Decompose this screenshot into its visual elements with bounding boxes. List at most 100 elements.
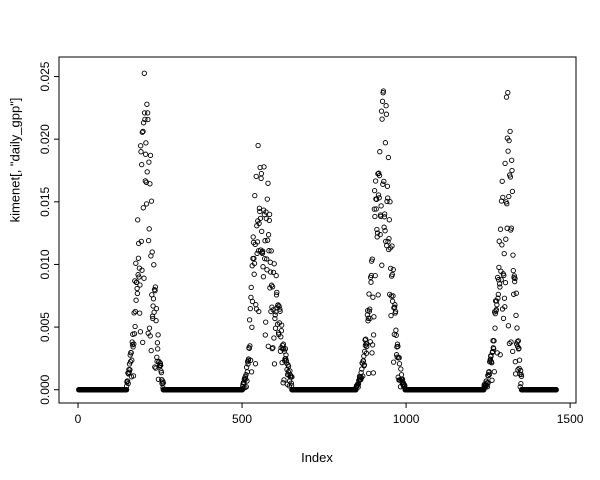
- data-point: [372, 178, 379, 184]
- data-point: [138, 238, 144, 245]
- data-point: [507, 174, 514, 180]
- data-point: [486, 371, 493, 378]
- data-point: [243, 372, 249, 378]
- data-point: [153, 305, 160, 312]
- data-point: [393, 332, 399, 338]
- data-point: [273, 292, 280, 298]
- data-point: [361, 362, 368, 368]
- data-point: [497, 284, 503, 290]
- data-point: [256, 220, 262, 227]
- data-point: [389, 243, 395, 249]
- data-point: [390, 266, 396, 273]
- data-point: [387, 199, 393, 205]
- x-tick-label: 0: [75, 412, 82, 426]
- data-point: [508, 225, 515, 231]
- data-point: [510, 348, 516, 355]
- data-point: [500, 194, 506, 201]
- data-point: [394, 341, 401, 347]
- data-point: [499, 242, 505, 248]
- data-point: [266, 211, 273, 218]
- data-point: [135, 217, 141, 223]
- data-point: [373, 206, 379, 212]
- data-point: [138, 149, 144, 155]
- data-point: [505, 89, 511, 96]
- data-point: [266, 248, 272, 254]
- data-point: [250, 234, 256, 240]
- data-point: [381, 224, 387, 230]
- data-point: [249, 324, 255, 330]
- data-point: [285, 363, 292, 369]
- data-point: [371, 314, 377, 320]
- data-point: [134, 279, 140, 285]
- data-point: [133, 297, 139, 303]
- data-point: [262, 332, 268, 338]
- data-point: [254, 239, 261, 245]
- data-point: [277, 308, 283, 314]
- data-point: [355, 384, 361, 390]
- data-point: [257, 215, 264, 222]
- data-point: [518, 380, 524, 387]
- data-point: [378, 108, 385, 114]
- data-point: [260, 248, 266, 254]
- data-point: [254, 250, 260, 257]
- data-point: [496, 238, 502, 244]
- data-point: [505, 323, 512, 329]
- plot-box: [58, 56, 577, 404]
- data-point: [251, 260, 258, 267]
- data-point: [503, 236, 509, 242]
- data-point: [382, 211, 388, 217]
- data-point: [390, 293, 396, 299]
- data-point: [509, 167, 515, 174]
- data-point: [378, 203, 384, 209]
- data-point: [512, 278, 518, 285]
- data-point: [386, 246, 392, 253]
- data-point: [384, 183, 391, 189]
- data-point: [150, 303, 156, 309]
- data-point: [371, 206, 377, 212]
- data-point: [498, 277, 504, 283]
- data-point: [134, 290, 141, 297]
- data-point: [272, 325, 279, 331]
- x-tick-label: 1500: [557, 412, 584, 426]
- data-point: [146, 159, 152, 165]
- data-point: [251, 255, 257, 262]
- data-point: [379, 116, 385, 122]
- data-point: [382, 140, 389, 146]
- data-point: [509, 188, 516, 195]
- data-point: [383, 103, 389, 109]
- data-point: [497, 352, 503, 358]
- data-point: [512, 371, 519, 377]
- data-point: [131, 331, 138, 337]
- data-point: [280, 341, 287, 347]
- data-point: [139, 129, 145, 135]
- data-point: [149, 249, 155, 255]
- data-point: [260, 274, 267, 280]
- data-point: [367, 339, 373, 345]
- data-point: [372, 272, 378, 279]
- data-point: [143, 201, 150, 207]
- data-point: [125, 380, 131, 387]
- data-point: [381, 178, 387, 185]
- data-point: [137, 282, 143, 288]
- data-point: [510, 267, 516, 274]
- data-point: [256, 205, 263, 211]
- data-point: [407, 387, 413, 393]
- data-point: [279, 322, 285, 328]
- data-point: [385, 238, 391, 245]
- data-point: [249, 298, 256, 305]
- data-point: [267, 285, 273, 291]
- data-point: [140, 120, 147, 126]
- data-point: [490, 348, 496, 355]
- data-point: [270, 345, 276, 351]
- x-tick-label: 1000: [393, 412, 420, 426]
- data-point: [261, 164, 267, 170]
- data-point: [505, 148, 511, 154]
- data-point: [265, 343, 271, 349]
- data-point: [499, 178, 505, 184]
- data-point: [251, 271, 257, 277]
- data-point: [515, 338, 521, 344]
- data-point: [255, 142, 261, 149]
- data-point: [246, 317, 253, 323]
- data-point: [388, 312, 394, 319]
- data-point: [127, 367, 133, 373]
